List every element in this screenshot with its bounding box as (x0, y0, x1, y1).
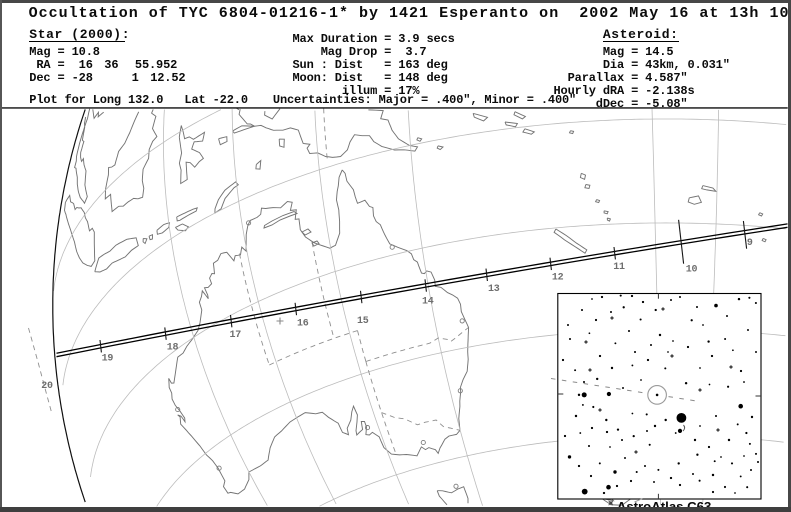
svg-text:14: 14 (422, 297, 434, 308)
svg-text:16: 16 (297, 319, 309, 330)
svg-text:17: 17 (230, 330, 242, 341)
svg-text:9: 9 (747, 238, 753, 249)
svg-text:12: 12 (552, 273, 564, 284)
svg-text:20: 20 (41, 381, 53, 392)
svg-text:18: 18 (167, 342, 179, 353)
svg-text:15: 15 (357, 316, 369, 327)
svg-text:11: 11 (613, 262, 625, 273)
svg-text:13: 13 (488, 284, 500, 295)
svg-text:10: 10 (686, 265, 698, 276)
svg-text:19: 19 (102, 354, 114, 365)
